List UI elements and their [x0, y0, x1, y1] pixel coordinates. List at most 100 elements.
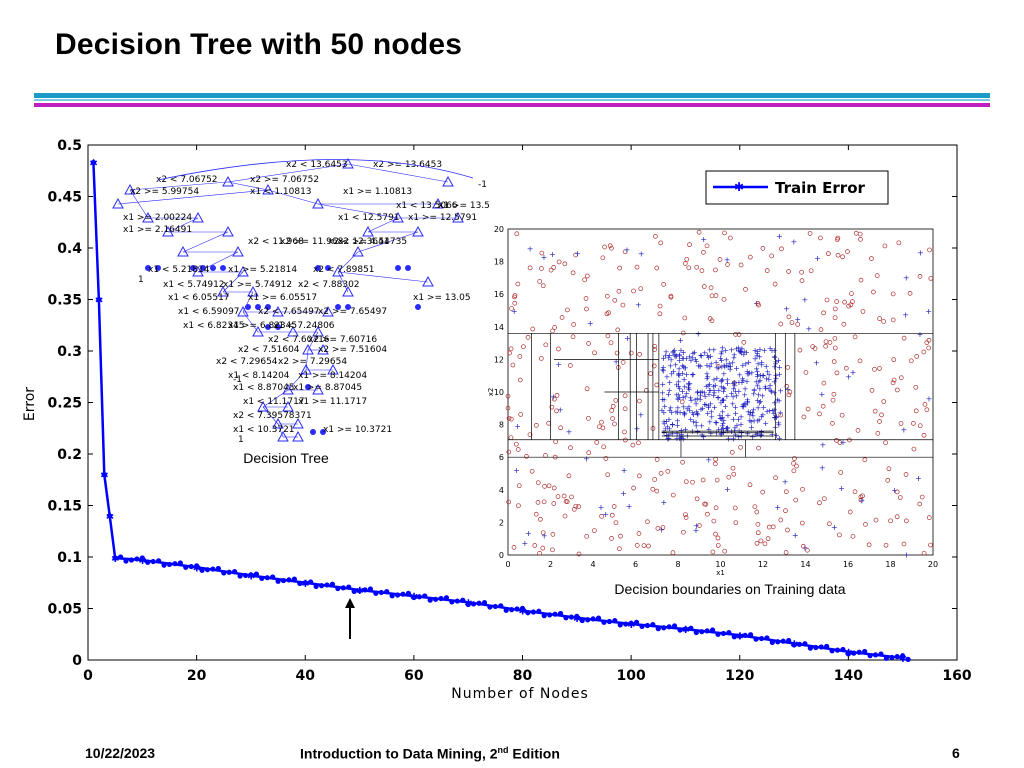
inset-plus-point: + — [776, 397, 783, 406]
tree-edge — [287, 369, 307, 391]
train-error-point — [851, 650, 857, 656]
inset-circle-point — [710, 549, 716, 555]
inset-plus-point: + — [665, 431, 672, 440]
train-error-point — [590, 616, 596, 622]
train-error-point — [242, 572, 249, 579]
inset-plus-point: + — [698, 352, 705, 361]
inset-plus-point: + — [777, 387, 784, 396]
inset-plus-point: + — [711, 376, 718, 385]
train-error-point — [796, 641, 803, 647]
inset-plus-point: + — [666, 351, 673, 360]
y-tick-label: 0.45 — [47, 190, 82, 206]
y-tick-label: 0.5 — [57, 138, 82, 154]
inset-circle-point — [786, 392, 792, 398]
inset-plus-point: + — [700, 235, 707, 244]
inset-circle-point — [834, 370, 840, 376]
inset-circle-point — [604, 293, 610, 299]
train-error-point — [449, 599, 455, 605]
inset-circle-point — [549, 404, 555, 410]
inset-plus-point: + — [773, 371, 780, 380]
tree-leaf-dot — [245, 304, 251, 310]
train-error-marker: ✱ — [627, 620, 635, 631]
tree-leaf-dot — [255, 304, 261, 310]
train-error-point — [346, 584, 352, 590]
inset-plus-point: + — [771, 413, 778, 422]
tree-edge — [267, 189, 319, 205]
inset-circle-point — [881, 399, 887, 404]
inset-plus-point: + — [731, 382, 738, 391]
inset-plus-point: + — [731, 426, 738, 435]
inset-plus-point: + — [731, 378, 738, 387]
y-tick-label: 0.1 — [57, 550, 82, 566]
inset-plus-point: + — [838, 484, 845, 493]
inset-plus-point: + — [926, 395, 933, 404]
tree-node-label: -1 — [478, 180, 487, 190]
inset-circle-point — [532, 543, 538, 548]
inset-plus-point: + — [676, 385, 683, 394]
inset-plus-point: + — [820, 440, 827, 449]
tree-edge — [242, 311, 259, 333]
train-error-point — [476, 600, 482, 606]
inset-circle-point — [634, 543, 640, 548]
train-error-point — [585, 617, 591, 623]
inset-circle-point — [834, 299, 840, 304]
tree-node-label: x1 < 5.21814 — [148, 265, 210, 275]
tree-node-icon — [192, 265, 204, 277]
inset-plus-point: + — [721, 370, 728, 379]
inset-circle-point — [551, 485, 557, 491]
inset-plus-point: + — [744, 399, 751, 408]
inset-plus-point: + — [724, 392, 731, 401]
inset-circle-point — [506, 449, 512, 455]
inset-plus-point: + — [900, 425, 907, 434]
inset-plus-point: + — [727, 362, 734, 371]
inset-circle-point — [616, 288, 622, 294]
inset-plus-point: + — [541, 253, 548, 262]
tree-edge — [277, 423, 284, 438]
train-error-point — [139, 555, 145, 561]
inset-plus-point: + — [689, 409, 696, 418]
inset-circle-point — [832, 345, 838, 351]
tree-node-label: x2 < 7.60716 — [268, 335, 330, 345]
inset-plus-point: + — [759, 410, 766, 419]
inset-plus-point: + — [729, 399, 736, 408]
accent-bar-mid — [34, 99, 990, 101]
inset-circle-point — [638, 286, 644, 292]
inset-plus-point: + — [723, 356, 730, 365]
inset-circle-point — [716, 364, 721, 369]
inset-circle-point — [926, 515, 932, 520]
train-error-point — [753, 636, 759, 642]
inset-circle-point — [683, 512, 688, 518]
tree-edge — [262, 389, 289, 408]
inset-circle-point — [778, 321, 784, 327]
tree-node-icon — [302, 343, 314, 355]
inset-plus-point: + — [661, 408, 668, 417]
inset-plus-point: + — [735, 387, 742, 396]
train-error-point — [443, 595, 450, 601]
tree-node-label: x1 >= 13.5 — [438, 201, 490, 211]
inset-plus-point: + — [713, 418, 720, 427]
inset-plus-point: + — [738, 428, 745, 437]
inset-plus-point: + — [754, 417, 761, 426]
inset-circle-point — [727, 235, 733, 241]
inset-circle-point — [807, 231, 813, 236]
inset-plus-point: + — [744, 397, 751, 406]
inset-plus-point: + — [776, 434, 783, 443]
inset-plus-point: + — [732, 403, 739, 412]
inset-circle-point — [506, 415, 512, 421]
inset-plus-point: + — [734, 421, 741, 430]
inset-frame — [507, 228, 934, 556]
inset-circle-point — [852, 334, 858, 340]
inset-plus-point: + — [679, 362, 686, 371]
inset-plus-point: + — [674, 429, 681, 438]
inset-circle-point — [738, 444, 743, 450]
inset-plus-point: + — [690, 418, 697, 427]
inset-circle-point — [704, 243, 710, 249]
inset-circle-point — [821, 380, 827, 386]
inset-plus-point: + — [707, 386, 714, 395]
inset-circle-point — [687, 242, 692, 248]
inset-circle-point — [801, 414, 807, 420]
inset-plus-point: + — [723, 424, 730, 433]
inset-plus-point: + — [720, 419, 727, 428]
inset-circle-point — [800, 486, 805, 492]
inset-circle-point — [783, 550, 789, 555]
